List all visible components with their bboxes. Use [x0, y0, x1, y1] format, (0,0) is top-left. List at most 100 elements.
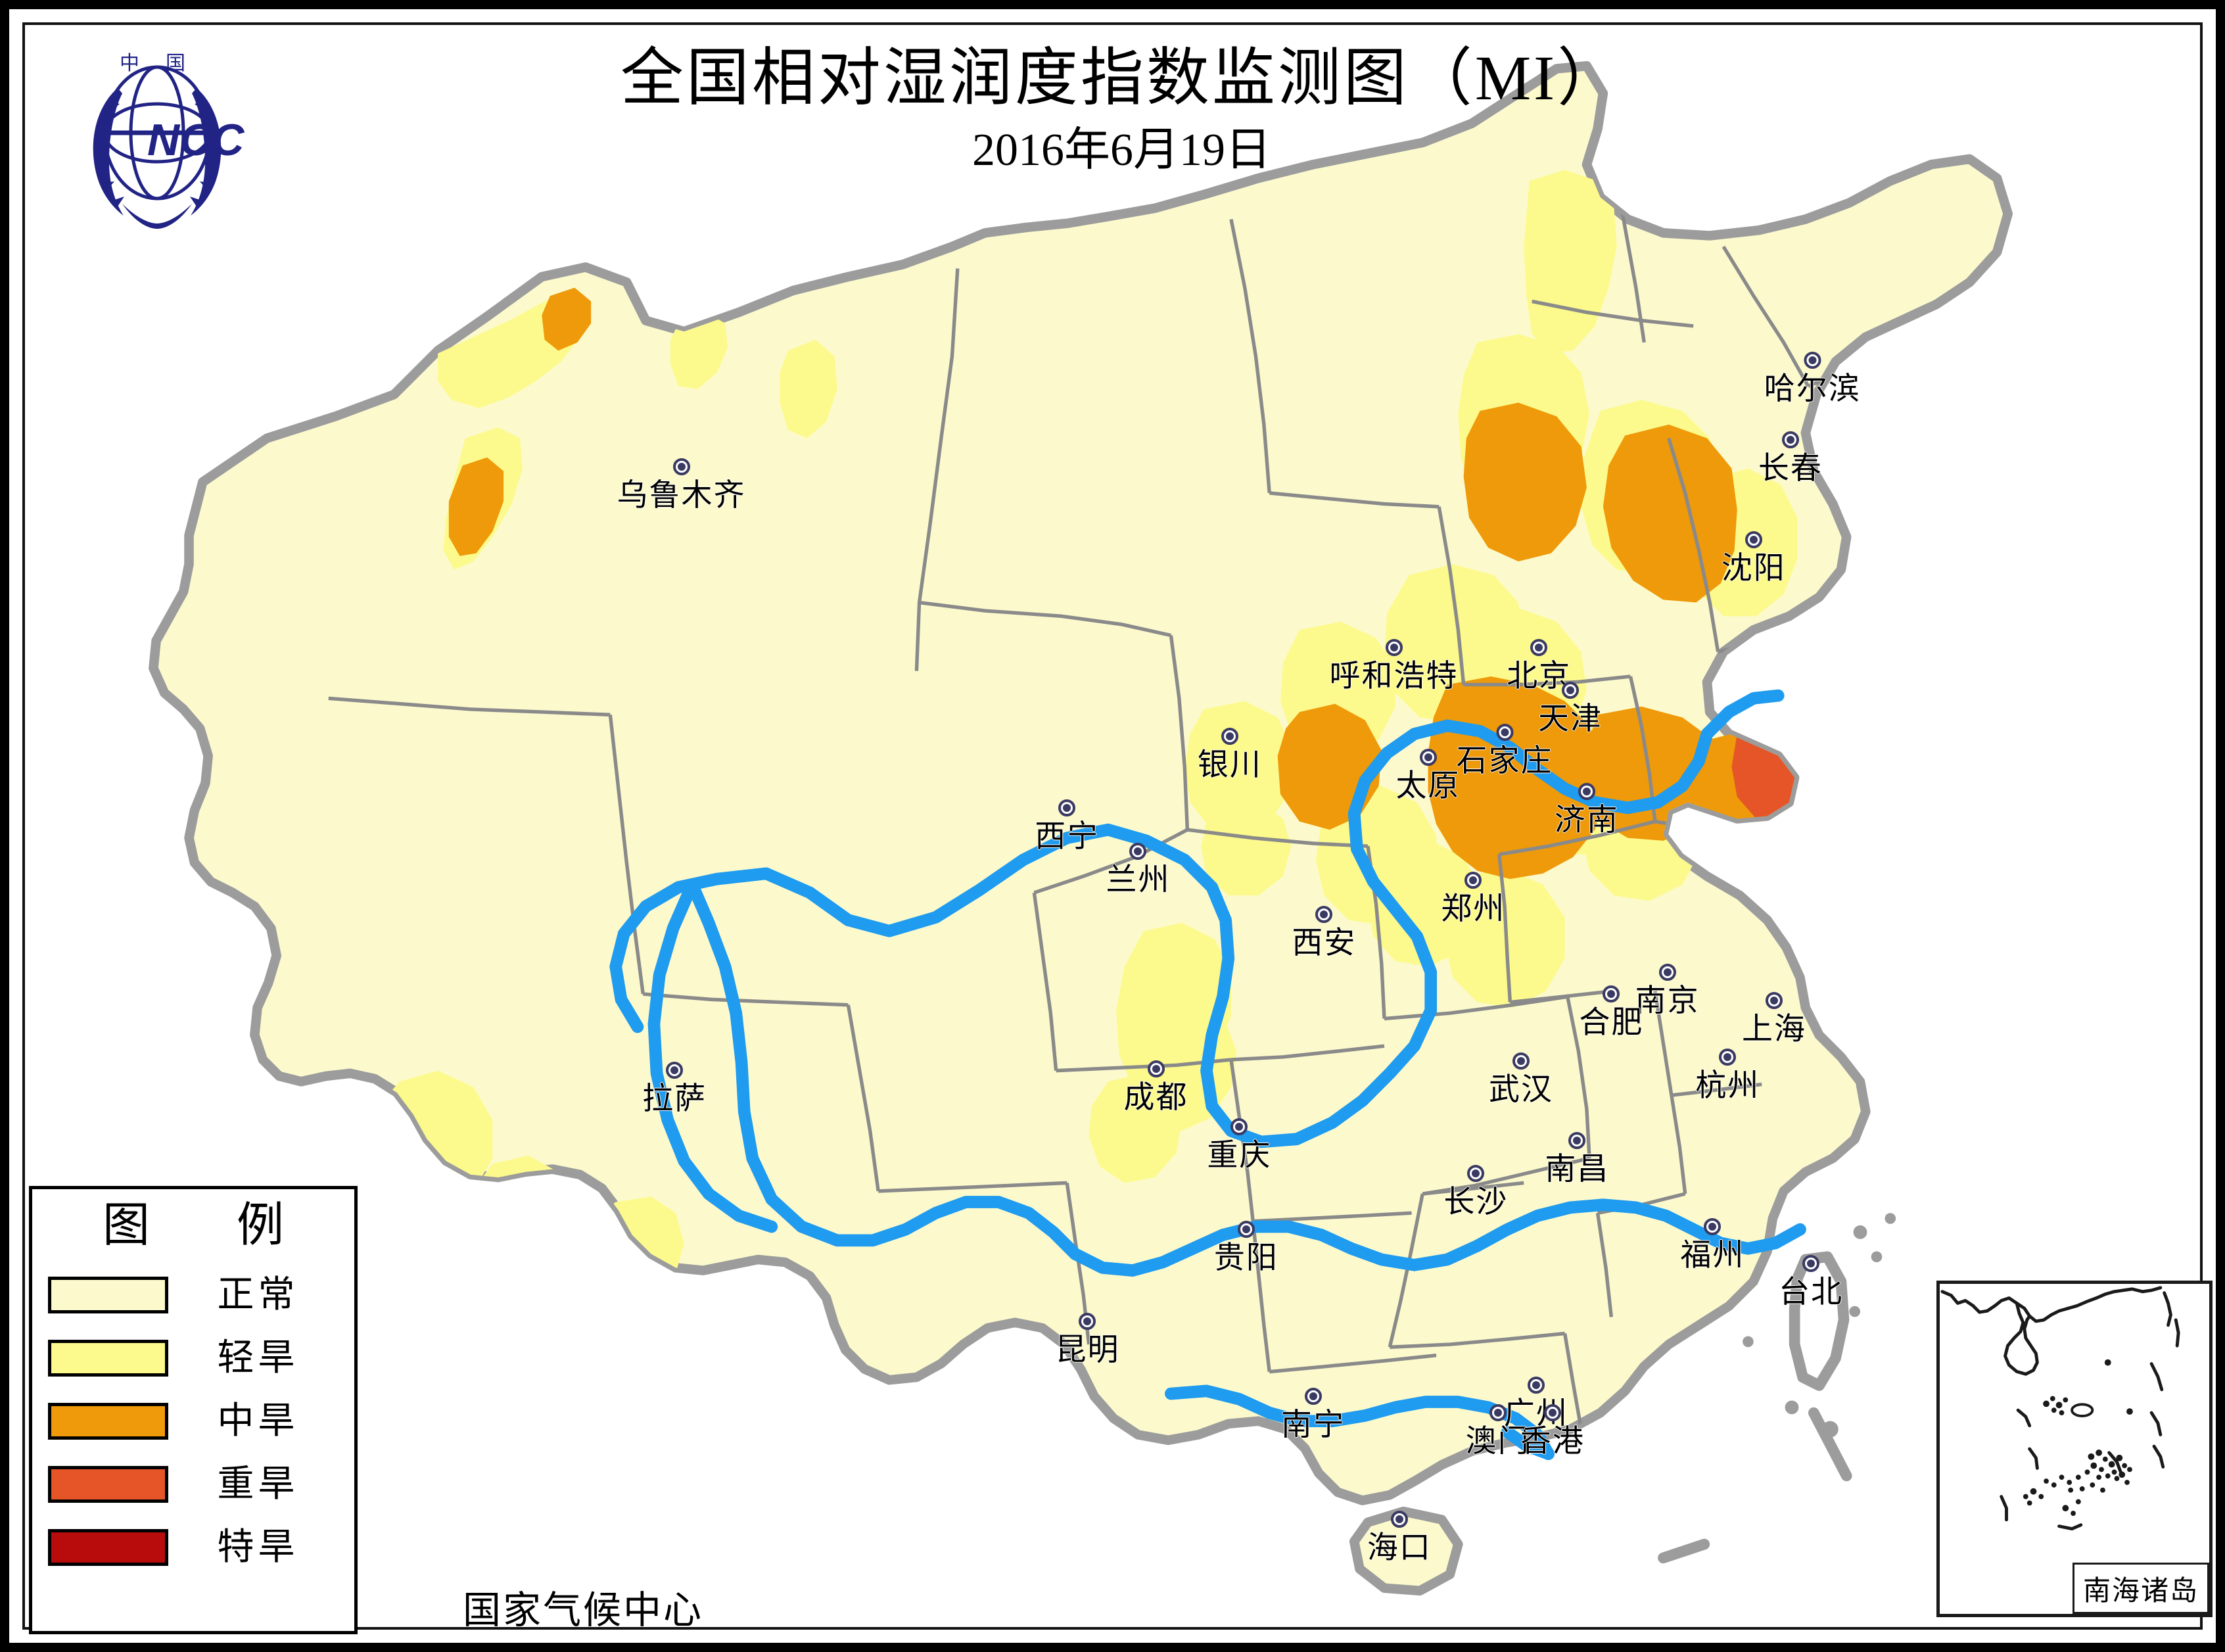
- legend-label: 重旱: [217, 1463, 299, 1505]
- city-name: 长春: [1758, 451, 1823, 486]
- city-name: 上海: [1741, 1012, 1806, 1047]
- city-name: 银川: [1197, 748, 1262, 783]
- city-name: 重庆: [1207, 1138, 1272, 1173]
- city-name: 南昌: [1545, 1152, 1610, 1187]
- city-label: 拉萨: [642, 1062, 707, 1115]
- logo-char-zhong: 中: [120, 53, 139, 74]
- city-marker-icon: [1467, 1164, 1485, 1182]
- city-label: 海口: [1367, 1511, 1432, 1566]
- legend-row: 重旱: [48, 1453, 339, 1516]
- city-marker-icon: [1496, 724, 1514, 742]
- inset-island-dots: [2023, 1359, 2133, 1516]
- legend-swatch: [48, 1339, 168, 1377]
- city-label: 武汉: [1489, 1052, 1553, 1106]
- city-label: 南昌: [1545, 1131, 1610, 1187]
- city-name: 呼和浩特: [1329, 659, 1459, 694]
- city-marker-icon: [1804, 351, 1821, 369]
- city-label: 福州: [1680, 1217, 1745, 1273]
- attribution-text: 国家气候中心: [463, 1589, 704, 1632]
- city-marker-icon: [1802, 1255, 1820, 1273]
- city-marker-icon: [1719, 1048, 1737, 1066]
- city-name: 南宁: [1280, 1408, 1346, 1443]
- city-marker-icon: [1230, 1118, 1248, 1135]
- city-marker-icon: [1745, 531, 1762, 548]
- city-marker-icon: [1237, 1220, 1255, 1238]
- city-name: 南京: [1635, 983, 1700, 1018]
- logo-char-guo: 国: [166, 53, 185, 74]
- south-china-sea-inset-map: 南海诸岛: [1936, 1281, 2213, 1617]
- city-marker-icon: [1704, 1217, 1721, 1235]
- city-name: 沈阳: [1721, 551, 1786, 586]
- city-name: 贵阳: [1213, 1240, 1278, 1275]
- city-label: 澳门: [1465, 1404, 1530, 1459]
- city-label: 兰州: [1106, 843, 1171, 898]
- city-label: 长春: [1758, 431, 1823, 486]
- city-marker-icon: [1079, 1312, 1096, 1330]
- legend-items: 正常轻旱中旱重旱特旱: [32, 1263, 354, 1579]
- city-name: 台北: [1779, 1275, 1844, 1310]
- city-marker-icon: [1489, 1404, 1507, 1421]
- city-label: 天津: [1537, 681, 1603, 736]
- city-label: 香港: [1520, 1404, 1585, 1459]
- city-name: 澳门: [1465, 1425, 1530, 1459]
- city-label: 昆明: [1055, 1312, 1120, 1367]
- logo-acronym: NCC: [147, 115, 245, 165]
- city-name: 西安: [1292, 926, 1357, 961]
- city-label: 西宁: [1035, 799, 1099, 853]
- city-label: 杭州: [1695, 1048, 1760, 1103]
- city-label: 重庆: [1207, 1118, 1272, 1173]
- city-label: 贵阳: [1213, 1220, 1278, 1275]
- legend-swatch: [48, 1402, 168, 1440]
- city-marker-icon: [1315, 906, 1333, 924]
- city-name: 北京: [1507, 659, 1572, 694]
- city-label: 南京: [1635, 963, 1700, 1018]
- severe-drought-areas: [1731, 703, 1855, 828]
- legend-label: 正常: [217, 1274, 299, 1315]
- city-marker-icon: [1512, 1052, 1530, 1070]
- legend-row: 中旱: [48, 1390, 339, 1453]
- city-name: 福州: [1680, 1238, 1745, 1273]
- city-name: 石家庄: [1456, 744, 1553, 779]
- city-name: 杭州: [1695, 1068, 1760, 1103]
- city-name: 合肥: [1579, 1005, 1644, 1040]
- city-marker-icon: [1561, 681, 1579, 699]
- city-name: 兰州: [1106, 863, 1171, 898]
- legend-label: 轻旱: [217, 1337, 299, 1379]
- city-marker-icon: [1781, 431, 1799, 448]
- city-marker-icon: [1385, 639, 1403, 657]
- city-name: 太原: [1395, 768, 1461, 803]
- city-label: 呼和浩特: [1329, 639, 1459, 694]
- city-name: 乌鲁木齐: [617, 479, 746, 513]
- city-marker-icon: [1527, 1377, 1545, 1394]
- legend-label: 特旱: [217, 1526, 299, 1568]
- offshore-islands: [1743, 1213, 1896, 1438]
- map-canvas: 乌鲁木齐 哈尔滨长春沈阳呼和浩特 北京天津银川 石家庄 太原济南 西宁 兰州郑州西安南京 合肥…: [28, 28, 2216, 1643]
- legend-title: 图 例: [102, 1199, 304, 1252]
- city-label: 南宁: [1280, 1388, 1346, 1443]
- city-name: 哈尔滨: [1764, 371, 1861, 406]
- city-label: 台北: [1779, 1255, 1844, 1310]
- city-label: 长沙: [1443, 1164, 1509, 1219]
- city-marker-icon: [1530, 639, 1548, 657]
- city-label: 郑州: [1441, 872, 1506, 927]
- city-name: 郑州: [1441, 892, 1506, 927]
- city-marker-icon: [1129, 843, 1147, 861]
- inset-map-label: 南海诸岛: [2073, 1563, 2209, 1614]
- city-marker-icon: [672, 458, 690, 476]
- city-name: 济南: [1554, 803, 1619, 838]
- legend-swatch: [48, 1465, 168, 1503]
- city-label: 合肥: [1579, 985, 1644, 1040]
- city-marker-icon: [1390, 1511, 1408, 1528]
- legend-row: 特旱: [48, 1516, 339, 1579]
- city-name: 长沙: [1443, 1185, 1509, 1219]
- city-name: 香港: [1520, 1425, 1585, 1459]
- city-marker-icon: [1568, 1131, 1586, 1149]
- city-label: 成都: [1124, 1060, 1188, 1114]
- city-marker-icon: [1147, 1060, 1165, 1078]
- city-label: 乌鲁木齐: [617, 458, 746, 513]
- city-name: 天津: [1537, 701, 1603, 736]
- legend-box: 图 例 正常轻旱中旱重旱特旱: [29, 1186, 358, 1634]
- city-name: 昆明: [1055, 1333, 1120, 1367]
- city-name: 海口: [1367, 1531, 1432, 1566]
